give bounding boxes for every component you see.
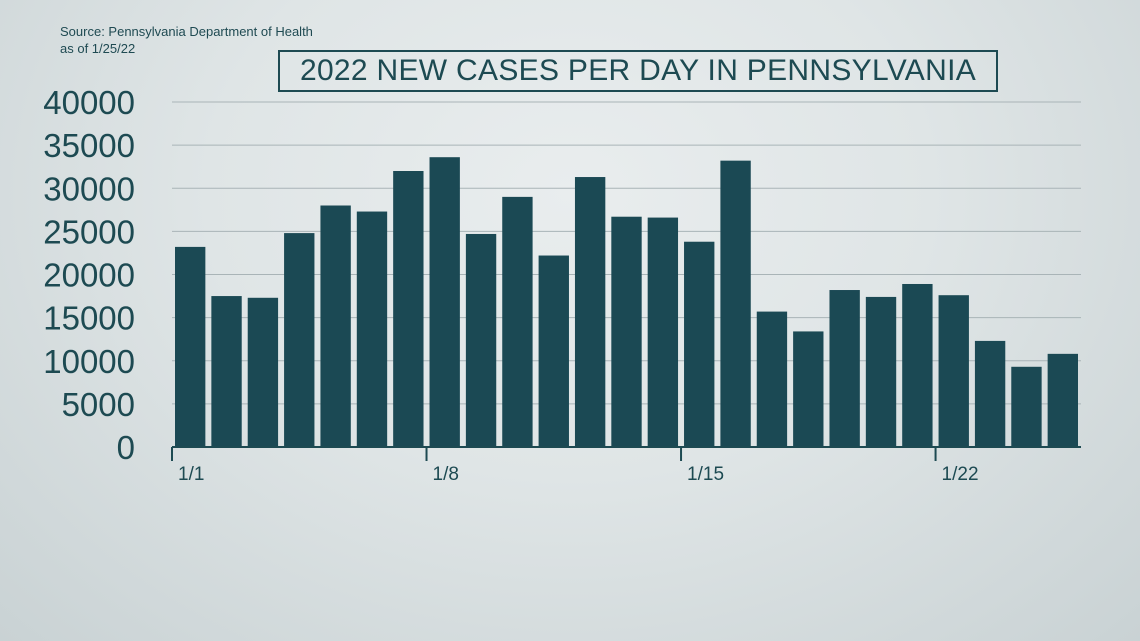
bars (175, 157, 1078, 447)
bar (211, 296, 242, 447)
x-tick-label: 1/15 (687, 464, 724, 485)
y-tick-label: 10000 (43, 343, 135, 380)
y-tick-label: 20000 (43, 257, 135, 294)
bar (393, 171, 424, 447)
bar (611, 216, 642, 447)
bar (320, 205, 351, 447)
source-note: Source: Pennsylvania Department of Healt… (60, 23, 313, 57)
bar (574, 177, 606, 447)
source-line: Source: Pennsylvania Department of Healt… (60, 24, 313, 39)
bar (429, 157, 460, 447)
bar (720, 160, 751, 447)
bar (829, 290, 860, 447)
bar (865, 296, 897, 447)
y-tick-label: 25000 (43, 213, 135, 250)
bar (647, 217, 679, 447)
bar (247, 297, 279, 447)
as-of-date: as of 1/25/22 (60, 41, 136, 56)
bar (756, 311, 788, 447)
y-tick-label: 40000 (43, 84, 135, 121)
x-tick-label: 1/1 (178, 464, 204, 485)
bar (938, 295, 969, 447)
bar (175, 246, 206, 447)
bar (1011, 366, 1042, 447)
y-tick-label: 15000 (43, 300, 135, 337)
y-axis-ticks: 0 5000 10000 15000 20000 25000 30000 35000 40000 (43, 84, 135, 466)
y-tick-label: 30000 (43, 170, 135, 207)
bar (284, 233, 315, 447)
bar (538, 255, 569, 447)
bar (1047, 353, 1078, 447)
x-tick-label: 1/8 (433, 464, 459, 485)
bar (465, 233, 497, 447)
chart-title: 2022 NEW CASES PER DAY IN PENNSYLVANIA (278, 50, 998, 92)
y-tick-label: 35000 (43, 127, 135, 164)
bar (902, 283, 933, 447)
bar (684, 241, 715, 447)
bar (793, 331, 824, 447)
bar (974, 340, 1006, 447)
y-tick-label: 0 (117, 429, 135, 466)
y-tick-label: 5000 (62, 386, 135, 423)
bar (502, 196, 533, 447)
bar (356, 211, 388, 447)
x-axis-ticks: 1/1 1/8 1/15 1/22 (171, 447, 979, 485)
x-tick-label: 1/22 (942, 464, 979, 485)
